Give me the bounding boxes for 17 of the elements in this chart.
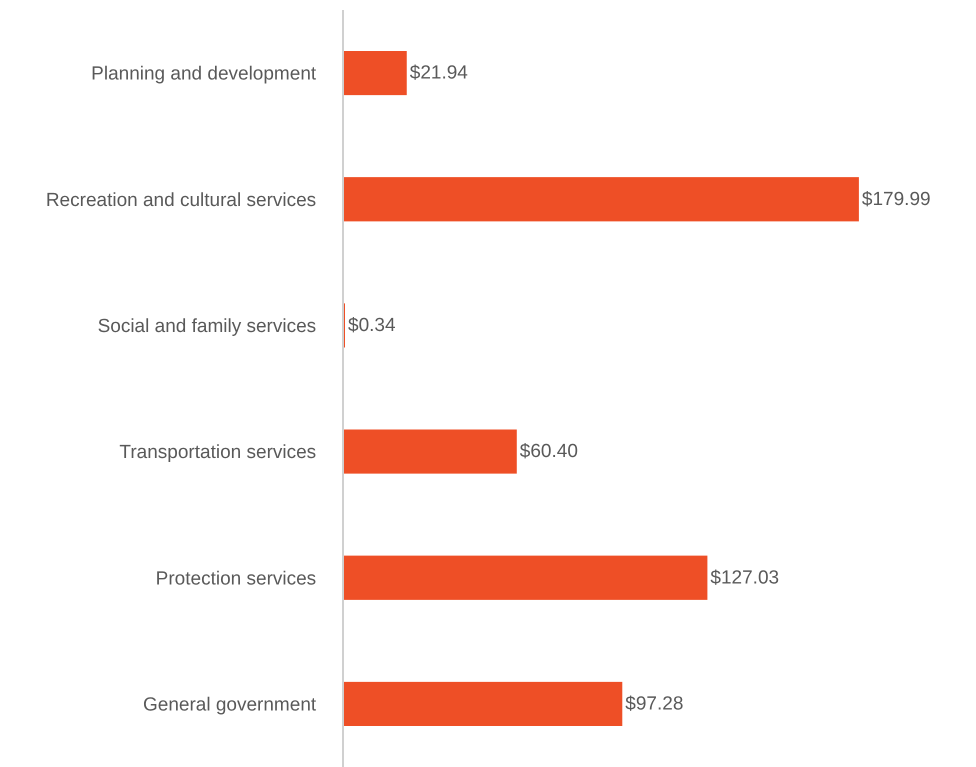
- y-tick-label: Social and family services: [98, 316, 316, 338]
- bar: [344, 682, 622, 726]
- y-tick-label: Planning and development: [91, 64, 317, 85]
- data-label: $127.03: [710, 567, 780, 588]
- data-label: $21.94: [410, 62, 468, 84]
- y-tick-label: Transportation services: [119, 442, 316, 464]
- data-label: $179.99: [862, 188, 931, 210]
- y-tick-label: General government: [142, 694, 317, 716]
- bar: [344, 430, 517, 474]
- bar: [344, 556, 708, 600]
- bar: [344, 177, 859, 222]
- data-label: $97.28: [625, 693, 684, 714]
- y-tick-label: Recreation and cultural services: [46, 190, 316, 211]
- bar: [344, 51, 407, 96]
- data-label: $0.34: [348, 314, 396, 336]
- data-label: $60.40: [520, 441, 578, 462]
- y-tick-label: Protection services: [156, 568, 316, 590]
